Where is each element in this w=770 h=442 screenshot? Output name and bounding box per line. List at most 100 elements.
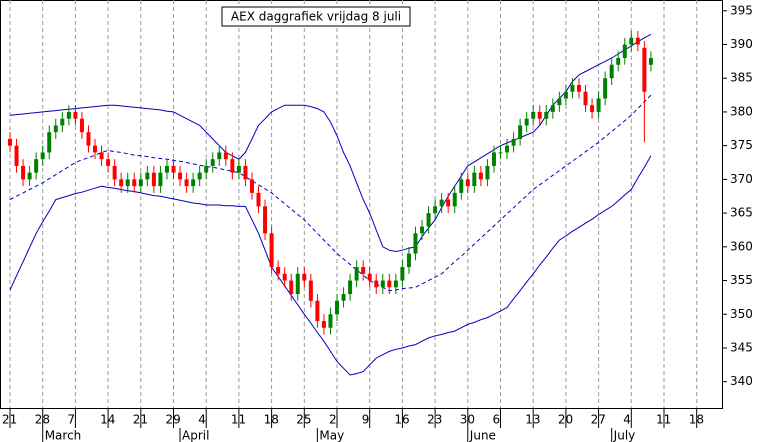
plot-frame: [0, 0, 723, 409]
candle-body: [380, 280, 385, 288]
y-tick-label: 345: [730, 340, 753, 354]
candle-body: [361, 267, 366, 274]
candle-body: [511, 138, 516, 146]
candle-body: [596, 98, 601, 112]
y-tick-label: 355: [730, 273, 753, 287]
candle-body: [178, 172, 183, 180]
candle-body: [53, 125, 58, 133]
x-tick-label: 25: [296, 413, 311, 427]
candle-body: [413, 233, 418, 254]
candle-body: [629, 37, 634, 45]
x-tick-label: 13: [525, 413, 540, 427]
candle-body: [485, 165, 490, 180]
candle-body: [426, 213, 431, 227]
candle-body: [393, 280, 398, 288]
candle-body: [47, 132, 52, 153]
x-tick-label: 9: [362, 413, 370, 427]
candle-body: [518, 125, 523, 139]
candle-body: [256, 192, 261, 207]
candle-body: [544, 111, 549, 119]
candle-body: [289, 280, 294, 295]
candle-body: [197, 172, 202, 180]
x-tick-label: 20: [558, 413, 573, 427]
x-tick-label: 30: [460, 413, 475, 427]
candle-body: [151, 172, 156, 187]
candle-body: [648, 57, 653, 65]
candle-body: [603, 78, 608, 99]
candle-body: [34, 159, 39, 173]
candle-body: [236, 165, 241, 173]
month-label: May: [319, 429, 344, 442]
y-tick-label: 360: [730, 239, 753, 253]
x-tick-label: 21: [133, 413, 148, 427]
candle-body: [27, 172, 32, 180]
y-tick-label: 375: [730, 138, 753, 152]
y-tick-label: 350: [730, 307, 753, 321]
x-tick-label: 6: [493, 413, 501, 427]
candle-body: [328, 314, 333, 328]
candle-body: [217, 152, 222, 160]
upper-band: [9, 33, 652, 253]
candle-body: [557, 98, 562, 106]
candle-body: [472, 172, 477, 187]
candle-body: [341, 294, 346, 301]
candle-body: [132, 179, 137, 187]
candle-body: [524, 118, 529, 126]
candle-body: [60, 118, 65, 126]
month-label: March: [45, 429, 82, 442]
candle-body: [204, 165, 209, 173]
candle-body: [164, 165, 169, 173]
x-tick-label: 23: [427, 413, 442, 427]
y-tick-label: 370: [730, 172, 753, 186]
candle-body: [348, 280, 353, 295]
x-tick-label: 29: [166, 413, 181, 427]
x-tick-label: 4: [198, 413, 206, 427]
candle-body: [269, 233, 274, 268]
candle-body: [531, 111, 536, 119]
title-box: [221, 6, 411, 27]
candle-body: [99, 152, 104, 160]
candle-body: [439, 199, 444, 207]
candle-body: [230, 159, 235, 173]
candle-body: [446, 199, 451, 207]
candle-body: [125, 179, 130, 187]
candle-body: [406, 253, 411, 268]
x-tick-label: 4: [623, 413, 631, 427]
month-label: July: [613, 429, 636, 442]
candle-body: [387, 280, 392, 288]
month-label: April: [182, 429, 209, 442]
candle-body: [498, 152, 503, 154]
x-tick-label: 14: [100, 413, 115, 427]
candle-body: [400, 267, 405, 281]
x-tick-label: 18: [689, 413, 704, 427]
candle-body: [249, 179, 254, 193]
candle-body: [459, 179, 464, 193]
candle-body: [282, 273, 287, 281]
x-tick-label: 21: [2, 413, 17, 427]
candle-body: [302, 273, 307, 281]
candle-body: [243, 165, 248, 180]
candle-body: [433, 206, 438, 214]
candle-body: [106, 159, 111, 166]
candle-body: [505, 145, 510, 153]
candle-body: [570, 84, 575, 92]
candle-body: [491, 152, 496, 166]
candle-body: [158, 172, 163, 187]
candle-body: [184, 179, 189, 187]
x-tick-label: 16: [394, 413, 409, 427]
candle-body: [583, 91, 588, 106]
candle-body: [145, 172, 150, 180]
candle-body: [354, 267, 359, 281]
candle-body: [223, 152, 228, 160]
candle-body: [550, 105, 555, 112]
candle-body: [367, 273, 372, 281]
candle-body: [420, 226, 425, 234]
candle-body: [609, 64, 614, 79]
y-tick-label: 395: [730, 3, 753, 17]
candle-body: [590, 105, 595, 112]
chart-title: AEX daggrafiek vrijdag 8 juli: [231, 10, 401, 24]
candle-body: [335, 300, 339, 315]
candle-body: [119, 179, 124, 187]
candle-body: [93, 145, 98, 153]
